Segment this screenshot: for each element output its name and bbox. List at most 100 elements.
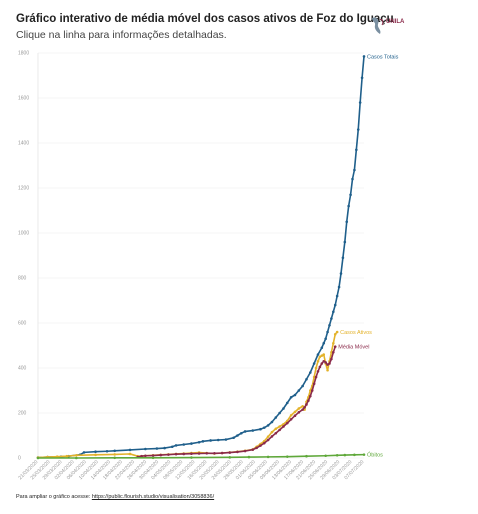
- data-point[interactable]: [113, 453, 117, 456]
- data-point[interactable]: [303, 406, 306, 409]
- data-point[interactable]: [330, 350, 333, 354]
- data-point[interactable]: [297, 389, 301, 392]
- data-point[interactable]: [278, 411, 281, 415]
- data-point[interactable]: [326, 330, 329, 334]
- data-point[interactable]: [182, 452, 186, 456]
- data-point[interactable]: [65, 454, 69, 458]
- data-point[interactable]: [301, 408, 304, 411]
- data-point[interactable]: [332, 341, 335, 345]
- data-point[interactable]: [305, 403, 308, 406]
- data-point[interactable]: [332, 350, 335, 354]
- data-point[interactable]: [289, 413, 293, 417]
- data-point[interactable]: [144, 454, 147, 458]
- data-point[interactable]: [322, 353, 326, 356]
- data-point[interactable]: [190, 452, 193, 456]
- data-point[interactable]: [316, 353, 320, 356]
- data-point[interactable]: [144, 447, 147, 451]
- data-point[interactable]: [330, 357, 333, 361]
- data-point[interactable]: [360, 76, 364, 80]
- data-point[interactable]: [216, 438, 220, 442]
- line-chart[interactable]: 0 200 400 600 800 1000 1200 1400 1600 1800 21/03/…: [0, 40, 478, 495]
- data-point[interactable]: [309, 389, 312, 392]
- data-point[interactable]: [320, 346, 324, 350]
- data-point[interactable]: [266, 455, 270, 459]
- data-point[interactable]: [282, 407, 285, 410]
- data-point[interactable]: [190, 442, 193, 445]
- data-point[interactable]: [232, 436, 235, 440]
- data-point[interactable]: [159, 453, 163, 457]
- data-point[interactable]: [324, 361, 327, 364]
- data-point[interactable]: [75, 456, 78, 460]
- data-point[interactable]: [236, 434, 239, 437]
- data-point[interactable]: [170, 445, 174, 449]
- data-point[interactable]: [339, 272, 343, 275]
- data-point[interactable]: [301, 384, 304, 388]
- data-point[interactable]: [239, 431, 243, 435]
- data-point[interactable]: [337, 285, 341, 289]
- series-group[interactable]: [36, 55, 366, 460]
- data-point[interactable]: [274, 416, 278, 419]
- data-point[interactable]: [201, 440, 205, 443]
- data-point[interactable]: [94, 453, 97, 457]
- data-point[interactable]: [224, 438, 228, 441]
- data-point[interactable]: [113, 449, 117, 453]
- data-point[interactable]: [128, 448, 132, 452]
- data-point[interactable]: [274, 431, 278, 435]
- data-point[interactable]: [316, 370, 320, 373]
- data-point[interactable]: [312, 375, 316, 379]
- data-point[interactable]: [113, 456, 117, 460]
- footer-link[interactable]: https://public.flourish.studio/visualisa…: [91, 494, 215, 500]
- data-point[interactable]: [262, 426, 266, 429]
- data-point[interactable]: [297, 407, 301, 410]
- data-point[interactable]: [309, 394, 312, 398]
- data-point[interactable]: [213, 451, 216, 455]
- data-point[interactable]: [75, 454, 78, 457]
- data-point[interactable]: [289, 418, 293, 421]
- data-point[interactable]: [262, 441, 266, 445]
- data-point[interactable]: [259, 444, 262, 447]
- data-point[interactable]: [128, 452, 132, 456]
- data-point[interactable]: [278, 428, 281, 432]
- data-point[interactable]: [155, 447, 159, 450]
- data-point[interactable]: [310, 389, 314, 392]
- data-point[interactable]: [314, 375, 318, 379]
- data-point[interactable]: [36, 456, 40, 460]
- data-point[interactable]: [293, 393, 297, 397]
- data-point[interactable]: [151, 456, 155, 460]
- data-point[interactable]: [274, 427, 278, 431]
- data-point[interactable]: [270, 420, 274, 424]
- data-point[interactable]: [251, 448, 255, 451]
- data-point[interactable]: [353, 453, 356, 457]
- data-point[interactable]: [343, 453, 347, 457]
- data-point[interactable]: [228, 451, 232, 454]
- data-point[interactable]: [285, 455, 289, 458]
- data-point[interactable]: [330, 317, 333, 320]
- data-point[interactable]: [362, 55, 366, 58]
- data-point[interactable]: [285, 401, 289, 405]
- data-point[interactable]: [324, 337, 327, 341]
- data-point[interactable]: [228, 456, 232, 459]
- data-point[interactable]: [140, 454, 143, 458]
- data-point[interactable]: [255, 446, 258, 450]
- series-line-casos-ativos[interactable]: [37, 331, 338, 459]
- data-point[interactable]: [282, 425, 285, 428]
- data-point[interactable]: [293, 410, 297, 414]
- data-point[interactable]: [312, 362, 316, 365]
- data-point[interactable]: [332, 310, 335, 314]
- data-point[interactable]: [247, 455, 251, 459]
- data-point[interactable]: [301, 404, 304, 408]
- data-point[interactable]: [305, 454, 308, 458]
- data-point[interactable]: [197, 452, 201, 455]
- data-point[interactable]: [347, 204, 350, 208]
- data-point[interactable]: [335, 330, 339, 334]
- data-point[interactable]: [314, 366, 318, 370]
- data-point[interactable]: [333, 345, 337, 348]
- data-point[interactable]: [151, 454, 155, 457]
- data-point[interactable]: [270, 435, 274, 438]
- data-point[interactable]: [333, 332, 337, 336]
- data-point[interactable]: [326, 368, 329, 372]
- data-point[interactable]: [94, 450, 97, 454]
- data-point[interactable]: [322, 341, 326, 345]
- data-point[interactable]: [259, 427, 262, 431]
- data-point[interactable]: [243, 449, 247, 453]
